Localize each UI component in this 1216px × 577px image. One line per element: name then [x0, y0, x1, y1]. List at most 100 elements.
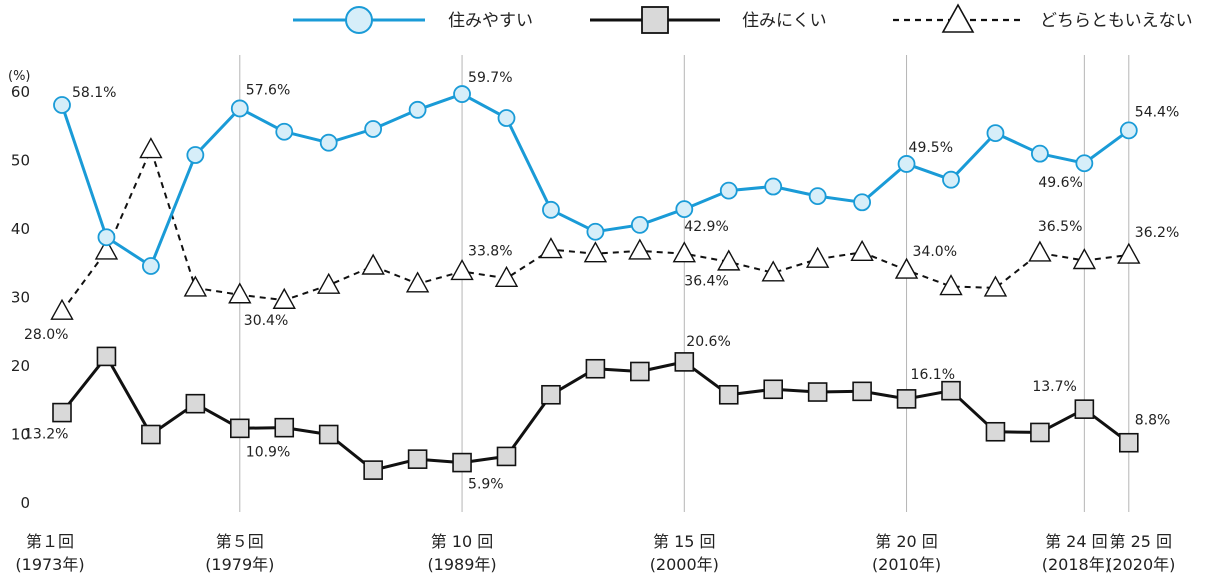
data-point-circle — [141, 257, 160, 275]
data-point-square — [96, 346, 117, 367]
data-label: 13.2% — [24, 427, 68, 443]
data-point-triangle — [405, 271, 430, 293]
data-point-triangle — [761, 260, 785, 282]
x-tick-label-survey: 第 20 回 — [875, 532, 938, 551]
data-point-circle — [542, 200, 560, 219]
data-label: 49.6% — [1038, 175, 1082, 191]
data-point-triangle — [717, 249, 741, 271]
data-point-square — [585, 358, 606, 379]
data-point-square — [452, 452, 472, 473]
data-label: 28.0% — [24, 327, 68, 343]
legend-label: 住みにくい — [742, 11, 827, 31]
data-point-square — [363, 460, 383, 480]
y-tick-label: 40 — [11, 220, 30, 238]
data-label: 30.4% — [244, 313, 288, 329]
data-label: 33.8% — [468, 243, 512, 259]
data-point-square — [318, 424, 339, 445]
data-point-circle — [319, 133, 338, 152]
data-point-triangle — [50, 298, 74, 320]
y-tick-label: 50 — [11, 152, 30, 170]
data-label: 57.6% — [246, 82, 290, 98]
data-point-square — [807, 382, 828, 402]
data-point-square — [896, 389, 917, 409]
series-lines — [60, 92, 1130, 472]
data-point-circle — [408, 100, 427, 119]
data-point-circle — [675, 200, 694, 219]
data-point-square — [763, 379, 784, 400]
x-tick-label-year: (2010年) — [872, 555, 941, 574]
x-tick-label-survey: 第 25 回 — [1110, 532, 1173, 551]
x-tick-label-survey: 第５回 — [216, 532, 264, 551]
data-labels: 58.1% 57.6% 59.7% 42.9% 49.5% 49.6% 54.4% 13.2%… — [24, 70, 1179, 493]
data-point-circle — [808, 187, 827, 206]
data-label: 10.9% — [246, 444, 290, 460]
x-tick-label-year: (1979年) — [205, 555, 274, 574]
data-point-circle — [1031, 144, 1049, 163]
x-tick-label-year: (2020年) — [1106, 555, 1175, 574]
data-point-square — [718, 384, 739, 405]
y-tick-labels: 0 10 20 30 40 50 60 — [11, 83, 30, 512]
x-tick-label-survey: 第 10 回 — [431, 532, 494, 551]
data-point-square — [185, 393, 206, 414]
data-point-triangle — [272, 287, 296, 309]
x-tick-label-year: (2000年) — [650, 555, 719, 574]
data-point-triangle — [183, 275, 208, 297]
data-point-triangle — [494, 265, 519, 288]
data-label: 49.5% — [909, 140, 953, 156]
data-point-circle — [230, 99, 249, 118]
legend-marker-circle — [345, 6, 373, 34]
data-point-triangle — [850, 239, 874, 261]
data-label: 13.7% — [1032, 379, 1076, 395]
series-markers — [50, 85, 1141, 480]
data-point-circle — [1075, 154, 1094, 173]
data-point-triangle — [228, 282, 252, 304]
data-point-square — [407, 449, 428, 469]
data-label: 42.9% — [684, 219, 728, 235]
data-point-triangle — [94, 238, 119, 260]
data-point-square — [496, 446, 517, 467]
x-tick-label-survey: 第 24 回 — [1045, 532, 1108, 551]
data-point-circle — [186, 146, 205, 164]
x-tick-label-year: (2018年) — [1042, 555, 1111, 574]
data-point-square — [630, 361, 650, 382]
data-label: 34.0% — [913, 244, 957, 260]
y-tick-label: 30 — [11, 289, 30, 307]
data-point-triangle — [894, 257, 919, 279]
data-point-circle — [53, 96, 71, 114]
data-label: 20.6% — [686, 334, 730, 350]
data-point-circle — [630, 215, 649, 234]
data-point-square — [985, 421, 1006, 442]
data-label: 8.8% — [1135, 413, 1171, 429]
data-point-triangle — [983, 275, 1008, 297]
x-tick-label-year: (1989年) — [427, 555, 496, 574]
data-point-triangle — [139, 137, 163, 159]
data-point-circle — [764, 177, 783, 196]
data-point-circle — [453, 85, 471, 103]
data-point-triangle — [539, 237, 563, 259]
data-point-triangle — [450, 259, 474, 281]
data-point-triangle — [317, 272, 341, 294]
data-point-circle — [97, 228, 116, 247]
legend-label: 住みやすい — [448, 11, 533, 31]
data-point-circle — [853, 193, 871, 212]
data-point-square — [674, 352, 695, 372]
y-tick-label: 10 — [11, 426, 30, 444]
data-point-square — [1119, 432, 1139, 453]
data-point-circle — [497, 109, 516, 127]
data-label: 36.5% — [1038, 219, 1082, 235]
y-tick-label: 0 — [20, 494, 30, 512]
data-point-triangle — [939, 274, 963, 296]
data-point-square — [274, 417, 295, 438]
data-label: 54.4% — [1135, 104, 1179, 120]
data-point-triangle — [361, 253, 385, 275]
data-label: 58.1% — [72, 85, 116, 101]
data-point-circle — [942, 170, 960, 189]
data-point-circle — [586, 222, 605, 241]
data-point-triangle — [628, 238, 652, 260]
data-point-triangle — [1028, 240, 1052, 262]
x-tick-label-year: (1973年) — [15, 555, 84, 574]
data-point-triangle — [583, 241, 608, 263]
x-tick-labels: 第１回 (1973年) 第５回 (1979年) 第 10 回 (1989年) 第 15 回 (… — [15, 532, 1175, 574]
data-point-triangle — [805, 246, 830, 268]
